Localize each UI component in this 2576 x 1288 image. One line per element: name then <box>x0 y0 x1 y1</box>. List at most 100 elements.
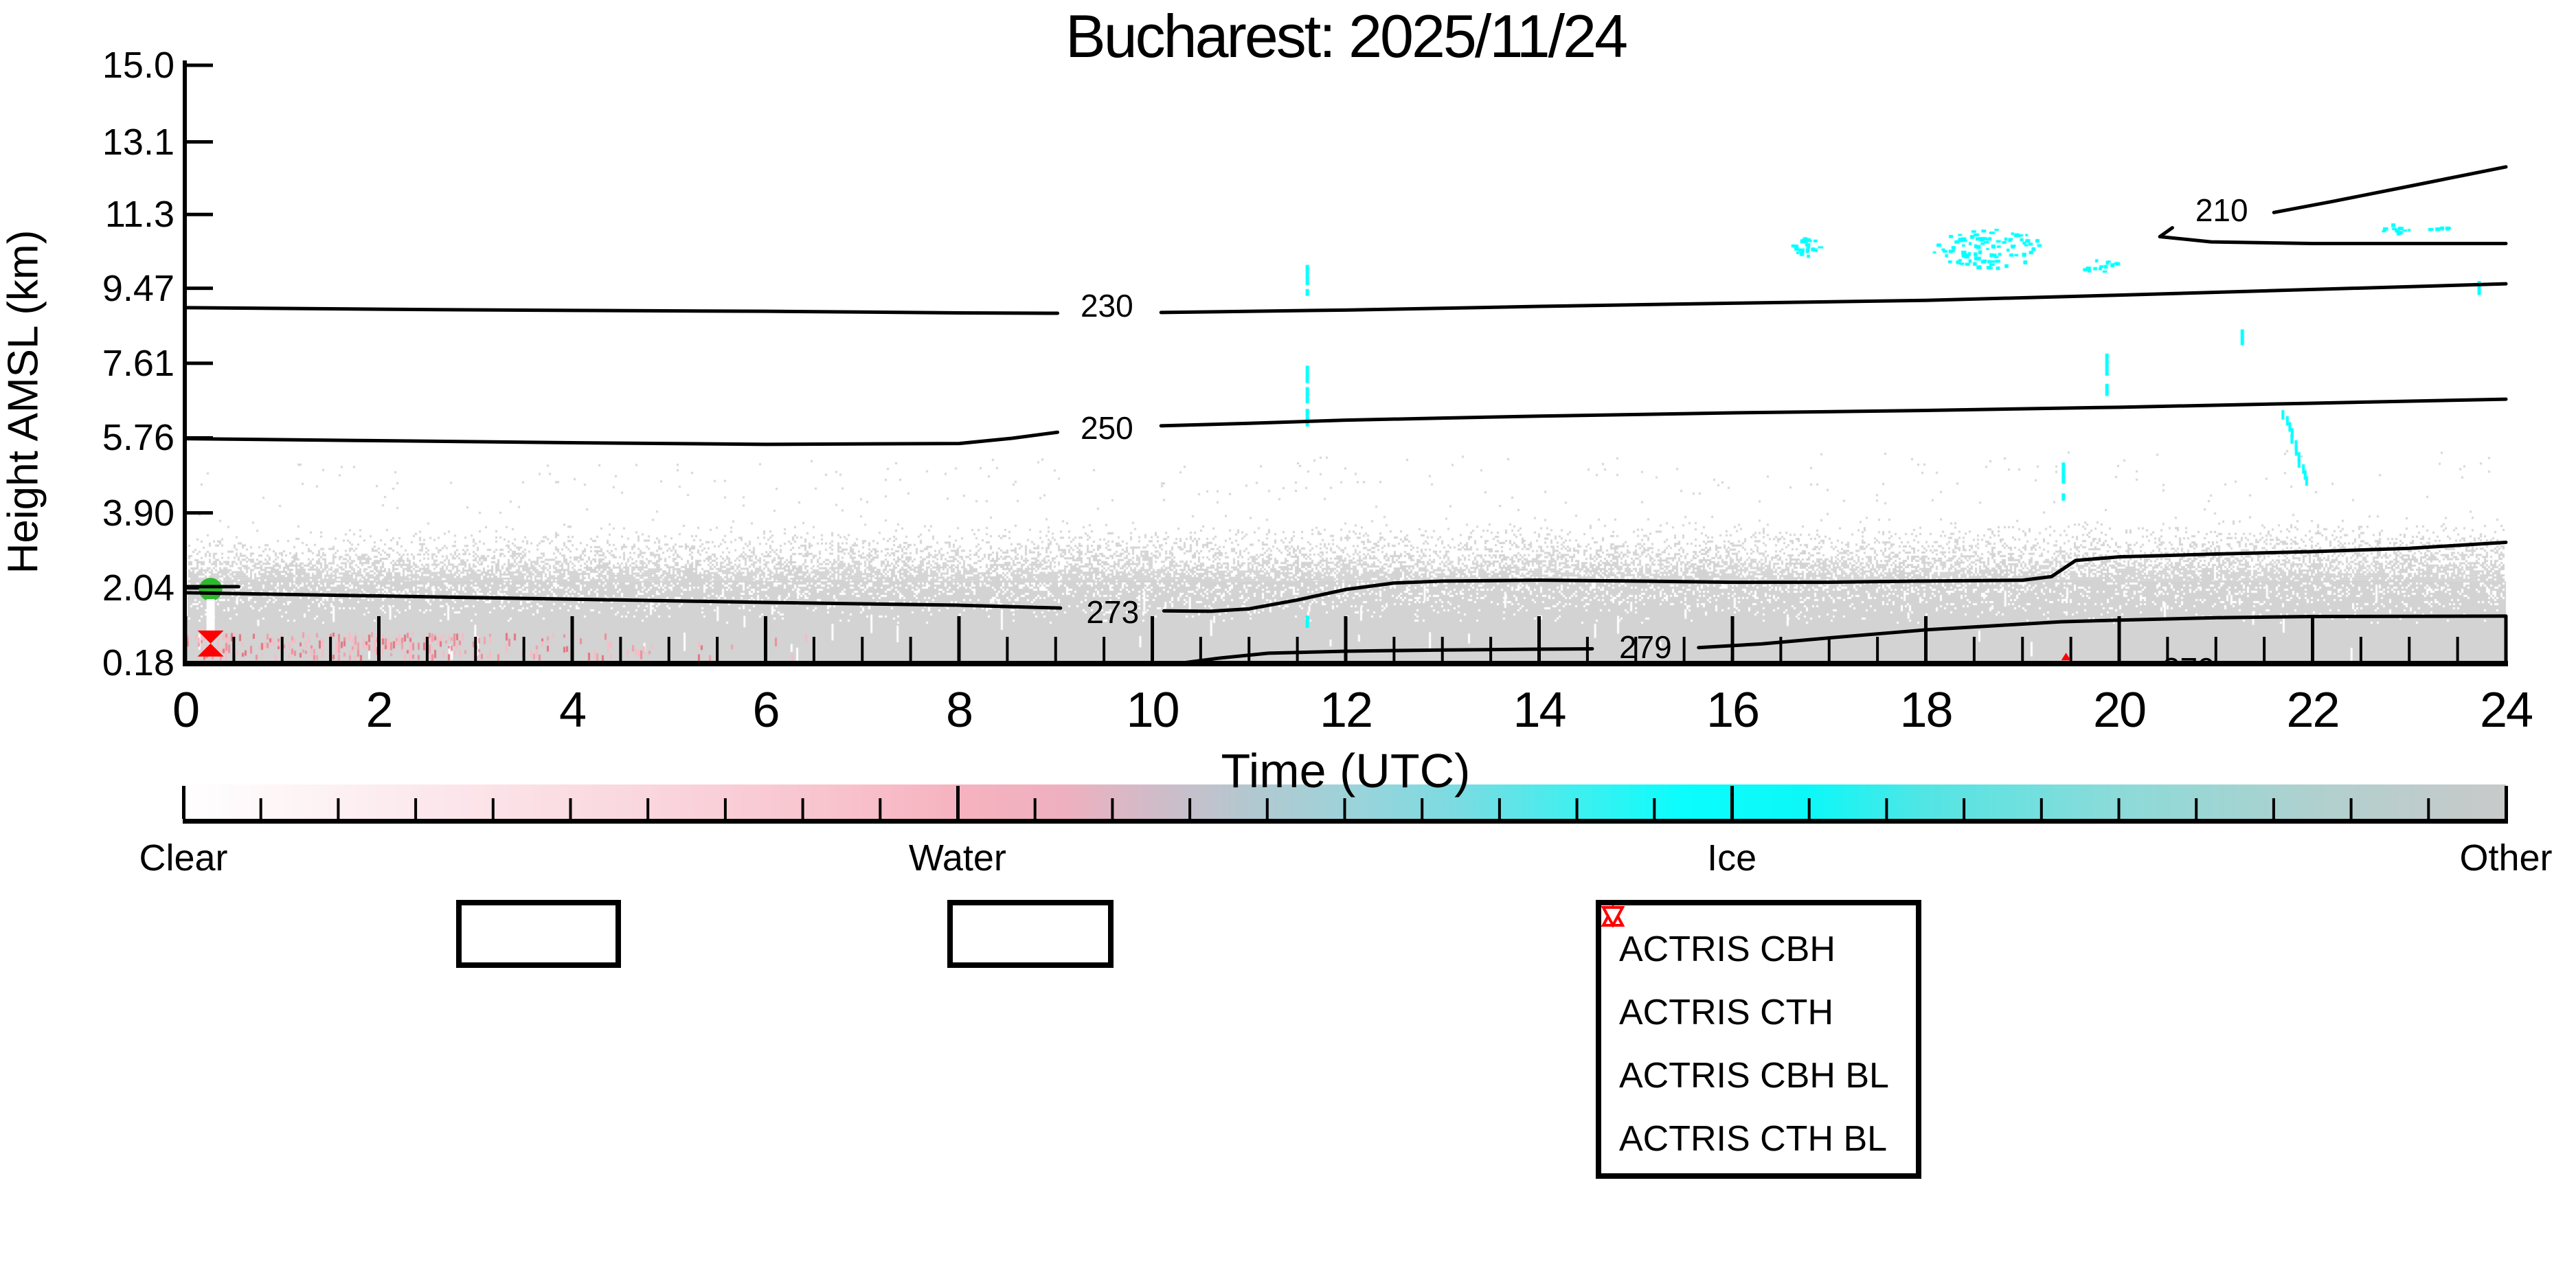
x-major-tick-mark <box>2504 616 2508 661</box>
legend-item: ACTRIS CTH <box>1601 906 1916 1032</box>
y-tick-mark <box>187 286 213 291</box>
x-minor-tick-mark <box>1634 637 1638 661</box>
x-tick-label: 4 <box>558 683 587 738</box>
plot-title: Bucharest: 2025/11/24 <box>1065 2 1628 70</box>
x-minor-tick-mark <box>329 637 332 661</box>
x-minor-tick-mark <box>1876 637 1879 661</box>
colorbar-tick-mark <box>723 798 727 819</box>
x-minor-tick-mark <box>909 637 912 661</box>
colorbar-tick-mark <box>2349 798 2353 819</box>
colorbar-tick-mark <box>2427 798 2430 819</box>
colorbar-tick-mark <box>1033 798 1037 819</box>
x-minor-tick-mark <box>2166 637 2169 661</box>
x-minor-tick-mark <box>1054 637 1057 661</box>
colorbar-tick-mark <box>1265 798 1269 819</box>
temperature-contour-279 <box>1184 646 1594 664</box>
x-major-tick-mark <box>1537 616 1541 661</box>
x-minor-tick-mark <box>280 637 284 661</box>
x-major-tick-mark <box>2117 616 2121 661</box>
x-major-tick-mark <box>570 616 574 661</box>
x-minor-tick-mark <box>1827 637 1831 661</box>
colorbar-tick-mark <box>569 798 572 819</box>
colorbar-tick-mark <box>414 798 418 819</box>
x-tick-label: 24 <box>2479 683 2533 738</box>
x-minor-tick-mark <box>1247 637 1251 661</box>
y-tick-mark <box>187 140 213 144</box>
colorbar-tick-mark <box>646 798 650 819</box>
x-minor-tick-mark <box>1296 637 1299 661</box>
x-major-tick-mark <box>183 616 188 661</box>
x-minor-tick-mark <box>2408 637 2411 661</box>
x-minor-tick-mark <box>667 637 670 661</box>
x-tick-label: 10 <box>1126 683 1179 738</box>
colorbar-tick-mark <box>259 798 262 819</box>
x-minor-tick-mark <box>1972 637 1976 661</box>
x-tick-label: 20 <box>2092 683 2147 738</box>
x-major-tick-mark <box>1151 616 1154 661</box>
x-major-tick-mark <box>957 616 961 661</box>
colorbar-tick-mark <box>182 786 185 819</box>
x-tick-label: 18 <box>1899 683 1953 738</box>
x-major-tick-mark <box>377 616 381 661</box>
legend-item-label: ACTRIS CTH <box>1619 993 1833 1032</box>
x-minor-tick-mark <box>716 637 719 661</box>
colorbar-tick-mark <box>956 786 960 819</box>
triangle-down-open-icon <box>1601 906 1625 927</box>
colorbar-tick-mark <box>2040 798 2043 819</box>
x-minor-tick-mark <box>522 637 526 661</box>
x-minor-tick-mark <box>1392 637 1396 661</box>
x-tick-label: 12 <box>1319 683 1373 738</box>
legend-box: ACTRIS CBH ACTRIS CTH ACTRIS CBH BL ACTRIS … <box>1596 900 1921 1179</box>
colorbar-tick-mark <box>1343 798 1346 819</box>
legend-item-label: ACTRIS CTH BL <box>1619 1119 1888 1159</box>
temperature-contour-273 <box>183 591 1063 610</box>
x-tick-label: 22 <box>2286 683 2340 738</box>
x-minor-tick-mark <box>2021 637 2024 661</box>
empty-box-2 <box>947 900 1114 968</box>
y-tick-mark <box>187 63 213 67</box>
x-major-tick-mark <box>1730 616 1735 661</box>
x-minor-tick-mark <box>2214 637 2217 661</box>
colorbar-tick-mark <box>1885 798 1888 819</box>
x-axis-spine <box>183 661 2508 666</box>
legend-item: ACTRIS CTH BL <box>1601 906 1916 1159</box>
x-tick-label: 8 <box>945 683 973 738</box>
colorbar-tick-mark <box>2195 798 2198 819</box>
x-minor-tick-mark <box>425 637 429 661</box>
y-tick-mark <box>187 661 213 665</box>
y-tick-label: 11.3 <box>104 194 174 236</box>
x-tick-label: 0 <box>172 683 200 738</box>
x-major-tick-mark <box>2311 616 2314 661</box>
colorbar-tick-mark <box>801 798 804 819</box>
temperature-contour-250 <box>183 430 1060 447</box>
colorbar-tick-mark <box>1730 786 1734 819</box>
x-tick-label: 6 <box>752 683 780 738</box>
temperature-contour-279 <box>1697 614 2508 650</box>
cloud-extent-bar <box>206 599 215 640</box>
legend-item-label: ACTRIS CBH <box>1619 929 1835 969</box>
y-tick-mark <box>187 361 213 365</box>
actris-cbh-marker-small <box>2061 653 2071 661</box>
x-major-tick-mark <box>1924 616 1928 661</box>
x-major-tick-mark <box>1344 616 1348 661</box>
x-minor-tick-mark <box>619 637 622 661</box>
colorbar-label-ice: Ice <box>1707 837 1757 879</box>
colorbar-tick-mark <box>1188 798 1192 819</box>
x-minor-tick-mark <box>474 637 477 661</box>
colorbar-tick-mark <box>491 798 495 819</box>
x-minor-tick-mark <box>2359 637 2362 661</box>
x-minor-tick-mark <box>2456 637 2459 661</box>
y-tick-label: 7.61 <box>102 342 174 384</box>
colorbar-tick-mark <box>1653 798 1656 819</box>
temperature-contour-210 <box>2272 165 2508 214</box>
legend-item-label: ACTRIS CBH BL <box>1619 1056 1889 1096</box>
x-minor-tick-mark <box>2069 637 2072 661</box>
y-tick-label: 2.04 <box>102 567 174 609</box>
x-minor-tick-mark <box>1006 637 1009 661</box>
x-axis-label: Time (UTC) <box>1221 744 1471 798</box>
legend-item: ACTRIS CBH BL <box>1601 905 1916 1096</box>
colorbar-label-clear: Clear <box>139 837 228 879</box>
